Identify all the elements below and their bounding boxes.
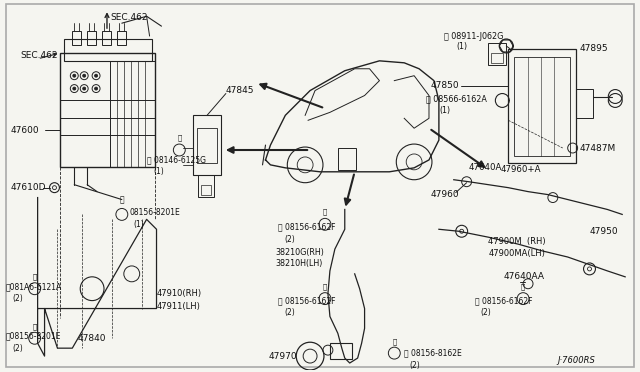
Text: (2): (2) [13, 294, 24, 303]
Text: 47910(RH): 47910(RH) [157, 289, 202, 298]
Text: Ⓑ: Ⓑ [392, 338, 396, 344]
Text: Ⓑ: Ⓑ [33, 273, 36, 280]
Text: (1): (1) [439, 106, 450, 115]
Text: 47895: 47895 [580, 44, 608, 54]
Bar [197, 128, 217, 163]
Text: 47970: 47970 [268, 352, 297, 360]
Bar [338, 148, 356, 170]
Text: (2): (2) [13, 344, 24, 353]
Text: Ⓑ 08156-6162F: Ⓑ 08156-6162F [475, 296, 532, 305]
Text: 08156-8201E: 08156-8201E [130, 208, 180, 217]
Text: (1): (1) [457, 42, 468, 51]
Circle shape [95, 74, 97, 77]
Text: Ⓑ: Ⓑ [33, 323, 36, 330]
Text: Ⓑ: Ⓑ [521, 283, 525, 290]
Text: Ⓑ: Ⓑ [120, 195, 124, 204]
Text: 38210H(LH): 38210H(LH) [275, 259, 323, 269]
Text: SEC.462: SEC.462 [20, 51, 58, 60]
Text: 38210G(RH): 38210G(RH) [275, 247, 324, 257]
Text: SEC.462: SEC.462 [110, 13, 147, 22]
Circle shape [83, 74, 86, 77]
Text: 47900M  (RH): 47900M (RH) [488, 237, 546, 246]
Text: 47850: 47850 [431, 81, 460, 90]
Bar [488, 43, 506, 65]
Text: Ⓑ 08156-8162E: Ⓑ 08156-8162E [404, 349, 462, 357]
Text: Ⓑ: Ⓑ [177, 135, 181, 141]
Bar [102, 31, 111, 45]
Bar [117, 31, 126, 45]
Bar [87, 31, 96, 45]
Text: (2): (2) [284, 308, 295, 317]
Text: Ⓢ 08566-6162A: Ⓢ 08566-6162A [426, 94, 487, 103]
Bar [65, 39, 152, 61]
Bar [60, 53, 154, 167]
Bar [492, 53, 503, 63]
Text: 47640AA: 47640AA [503, 272, 544, 281]
Text: 47840: 47840 [77, 334, 106, 343]
Circle shape [95, 87, 97, 90]
Text: Ⓑ081A6-6121A: Ⓑ081A6-6121A [6, 282, 62, 291]
Text: Ⓝ 08911-J062G: Ⓝ 08911-J062G [444, 32, 503, 41]
Text: J·7600RS: J·7600RS [558, 356, 596, 365]
Text: 47960+A: 47960+A [500, 165, 541, 174]
Text: 47845: 47845 [226, 86, 254, 95]
Text: 47950: 47950 [589, 227, 618, 236]
Text: Ⓑ: Ⓑ [323, 208, 327, 215]
Text: (2): (2) [481, 308, 492, 317]
Text: 47600: 47600 [11, 126, 40, 135]
Bar [330, 343, 352, 359]
Text: 47640A: 47640A [468, 163, 502, 172]
Circle shape [83, 87, 86, 90]
Text: Ⓑ08156-8201E: Ⓑ08156-8201E [6, 332, 61, 341]
Text: 47911(LH): 47911(LH) [157, 302, 200, 311]
Text: 47960: 47960 [431, 190, 460, 199]
Text: (1): (1) [134, 220, 145, 229]
Bar [508, 49, 575, 163]
Circle shape [73, 87, 76, 90]
Text: Ⓑ: Ⓑ [323, 283, 327, 290]
Bar [193, 115, 221, 175]
Text: 47487M: 47487M [580, 144, 616, 153]
Text: 47900MA(LH): 47900MA(LH) [488, 248, 545, 257]
Text: (2): (2) [409, 360, 420, 369]
Text: (2): (2) [284, 235, 295, 244]
Text: Ⓑ 08156-6162F: Ⓑ 08156-6162F [278, 223, 336, 232]
Bar [514, 57, 570, 156]
Text: 47610D: 47610D [11, 183, 46, 192]
Bar [575, 89, 593, 118]
Bar [110, 61, 154, 167]
Circle shape [73, 74, 76, 77]
Bar [198, 175, 214, 196]
Text: Ⓑ 08156-6162F: Ⓑ 08156-6162F [278, 296, 336, 305]
Bar [72, 31, 81, 45]
Text: (1): (1) [154, 167, 164, 176]
Text: Ⓑ 08146-6125G: Ⓑ 08146-6125G [147, 155, 205, 164]
Bar [201, 185, 211, 195]
